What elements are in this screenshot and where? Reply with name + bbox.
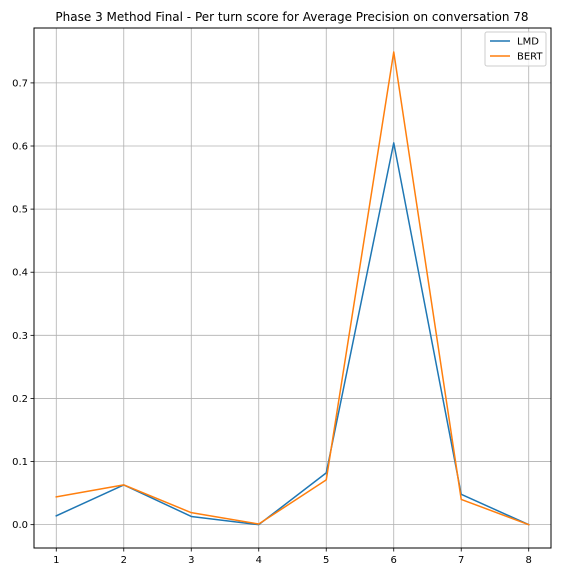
x-tick-label: 8 [526,555,532,566]
x-tick-label: 2 [121,555,127,566]
plot-frame [33,27,552,549]
x-tick-label: 1 [53,555,59,566]
y-tick-label: 0.4 [12,268,28,279]
y-tick-label: 0.7 [12,78,28,89]
grid [34,28,551,548]
x-tick-label: 7 [458,555,464,566]
x-tick-label: 4 [256,555,262,566]
y-tick-label: 0.6 [12,142,28,153]
plot-series [55,51,530,526]
y-tick-label: 0.0 [12,520,28,531]
x-tick-label: 3 [188,555,194,566]
x-tick-label: 5 [323,555,329,566]
legend-label-lmd: LMD [517,37,539,48]
legend-label-bert: BERT [517,52,543,63]
y-tick-label: 0.2 [12,394,28,405]
y-axis: 0.0 0.1 0.2 0.3 0.4 0.5 0.6 0.7 [12,78,34,531]
series-line-lmd [55,142,530,526]
y-tick-label: 0.1 [12,457,28,468]
y-tick-label: 0.3 [12,331,28,342]
series-line-bert [55,51,530,526]
chart-title: Phase 3 Method Final - Per turn score fo… [55,10,528,24]
y-tick-label: 0.5 [12,205,28,216]
x-tick-label: 6 [391,555,397,566]
legend: LMD BERT [484,31,547,67]
x-axis: 1 2 3 4 5 6 7 8 [53,548,532,566]
